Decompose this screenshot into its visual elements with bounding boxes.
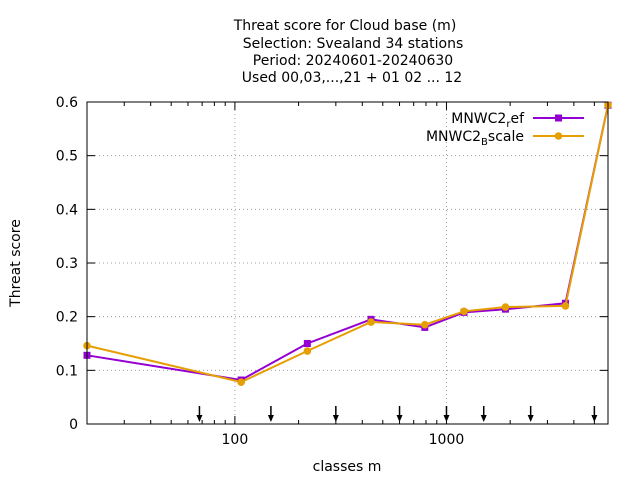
y-tick-label: 0.3 [56,256,78,272]
arrow-head [196,415,203,422]
class-boundary-arrow [196,406,203,422]
axis-ticks: 0 0.1 0.2 0.3 0.4 0.5 0.6 100 1000 [56,95,608,448]
data-point [501,303,510,311]
data-point [237,378,245,386]
y-axis-label: Threat score [8,219,24,308]
data-point [561,302,570,310]
y-tick-label: 0.2 [56,310,78,326]
legend-entry: MNWC2Bscale [426,129,584,148]
x-axis-label: classes m [313,459,382,475]
legend-label: MNWC2Bscale [426,129,524,148]
data-point [421,320,429,329]
arrow-head [480,415,487,422]
data-point [303,347,312,355]
class-boundary-arrow [527,406,534,422]
arrow-head [267,415,274,422]
series-layer [83,101,612,386]
y-tick-label: 0.1 [56,363,78,379]
series-mnwc2-ref [83,101,612,384]
arrow-head [396,415,403,422]
y-tick-label: 0.4 [56,202,78,218]
class-boundary-arrow [396,406,403,422]
chart-title-line-2: Selection: Svealand 34 stations [243,36,463,52]
legend-marker [554,132,563,140]
chart-title-line-3: Period: 20240601-20240630 [253,53,453,69]
data-point [460,307,468,316]
arrow-head [591,415,598,422]
data-point [367,318,375,326]
legend-entry: MNWC2ref [451,111,584,130]
legend-marker [555,114,562,122]
series-mnwc2-bscale [83,101,612,386]
series-line [86,104,609,384]
arrow-head [527,415,534,422]
y-tick-label: 0 [69,417,78,433]
class-boundary-arrows [196,406,598,422]
y-tick-label: 0.5 [56,149,78,165]
class-boundary-arrow [480,406,487,422]
class-boundary-arrow [332,406,339,422]
data-point [303,340,311,347]
legend-label: MNWC2ref [451,111,525,130]
chart-title-line-1: Threat score for Cloud base (m) [233,18,457,34]
arrow-head [332,415,339,422]
class-boundary-arrow [591,406,598,422]
chart-title-line-4: Used 00,03,...,21 + 01 02 ... 12 [242,70,462,86]
y-tick-label: 0.6 [56,95,78,111]
grid-lines [87,102,608,424]
class-boundary-arrow [267,406,274,422]
x-tick-label: 100 [222,432,249,448]
x-tick-label: 1000 [429,432,465,448]
series-line [86,104,609,382]
